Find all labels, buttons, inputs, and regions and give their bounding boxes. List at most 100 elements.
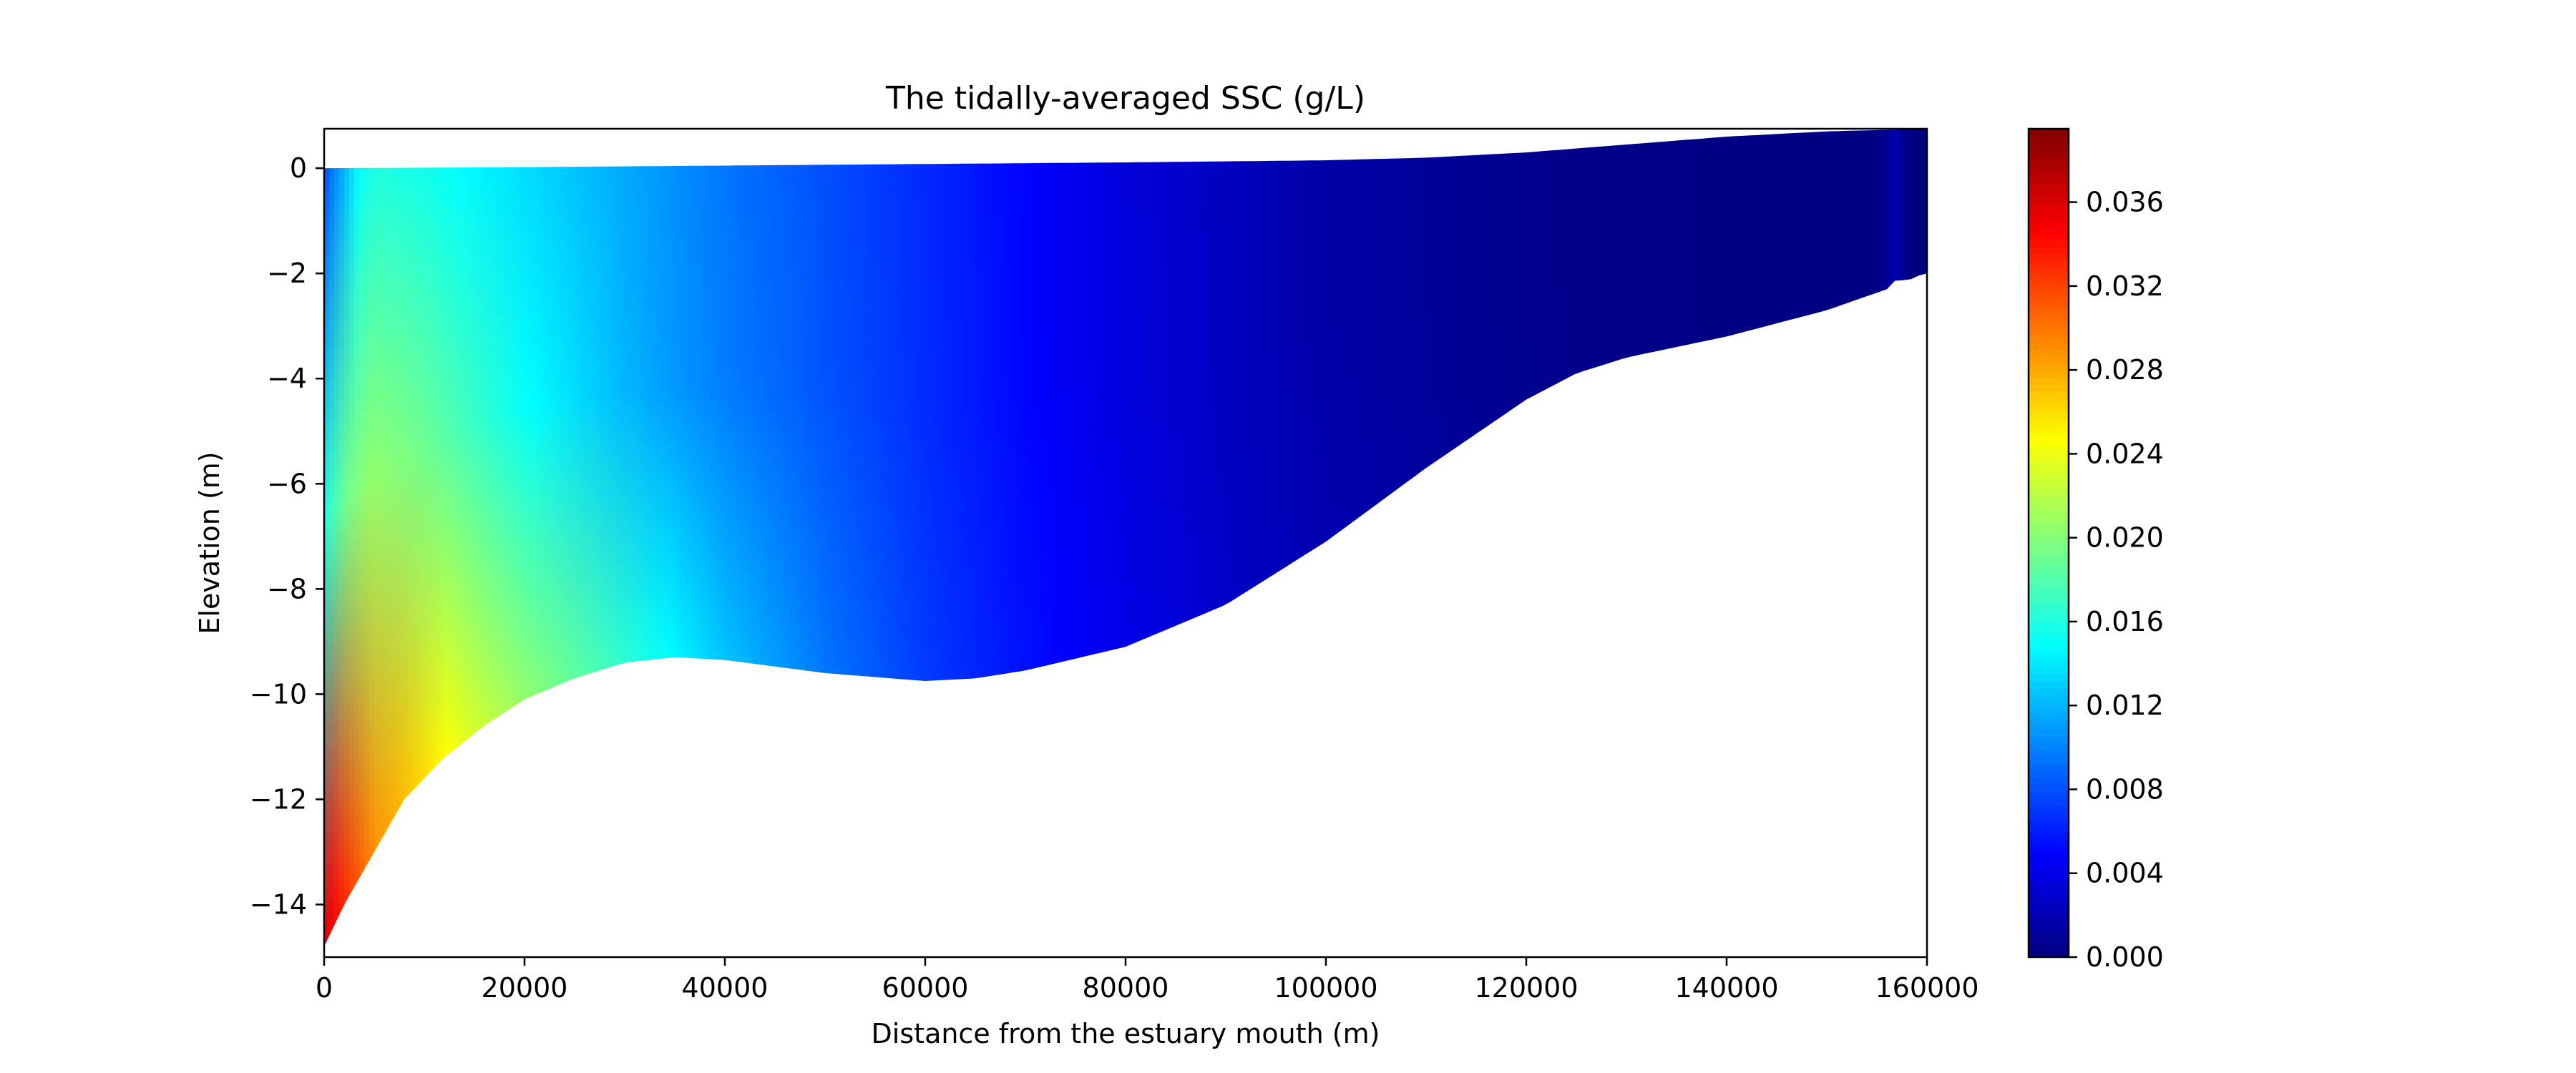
- colorbar-band: [2029, 356, 2069, 364]
- ssc-column: [1010, 129, 1016, 947]
- ssc-column: [424, 129, 430, 947]
- ssc-column: [1737, 129, 1742, 947]
- colorbar-band: [2029, 301, 2069, 309]
- colorbar-band: [2029, 743, 2069, 751]
- ssc-column: [835, 129, 841, 947]
- colorbar-band: [2029, 294, 2069, 302]
- ssc-column: [1546, 129, 1552, 947]
- colorbar-band: [2029, 778, 2069, 785]
- ssc-column: [359, 129, 365, 947]
- ssc-column: [1366, 129, 1372, 947]
- y-tick-label: −6: [267, 468, 307, 499]
- ssc-column: [1441, 129, 1447, 947]
- colorbar-band: [2029, 149, 2069, 157]
- ssc-column: [685, 129, 691, 947]
- x-tick-label: 140000: [1674, 972, 1778, 1004]
- colorbar-band: [2029, 411, 2069, 419]
- ssc-column: [1106, 129, 1111, 947]
- ssc-column: [484, 129, 490, 947]
- ssc-column: [1436, 129, 1442, 947]
- ssc-column: [1331, 129, 1337, 947]
- ssc-column: [1722, 129, 1727, 947]
- ssc-column: [1070, 129, 1076, 947]
- y-tick-label: −14: [250, 888, 307, 920]
- ssc-column: [870, 129, 876, 947]
- colorbar-band: [2029, 425, 2069, 433]
- colorbar-band: [2029, 881, 2069, 889]
- ssc-column: [1887, 129, 1893, 947]
- colorbar-band: [2029, 750, 2069, 758]
- ssc-column: [494, 129, 500, 947]
- colorbar-band: [2029, 591, 2069, 599]
- ssc-column: [1752, 129, 1757, 947]
- ssc-column: [469, 129, 475, 947]
- ssc-column: [1712, 129, 1717, 947]
- colorbar-band: [2029, 232, 2069, 240]
- colorbar-band: [2029, 943, 2069, 951]
- ssc-column: [705, 129, 711, 947]
- colorbar-band: [2029, 825, 2069, 833]
- ssc-column: [1116, 129, 1121, 947]
- colorbar-band: [2029, 308, 2069, 316]
- ssc-column: [1146, 129, 1151, 947]
- colorbar-band: [2029, 253, 2069, 260]
- ssc-column: [1371, 129, 1377, 947]
- ssc-column: [1050, 129, 1056, 947]
- ssc-column: [530, 129, 535, 947]
- ssc-column: [1692, 129, 1697, 947]
- ssc-column: [715, 129, 721, 947]
- ssc-column: [389, 129, 395, 947]
- ssc-column: [1241, 129, 1246, 947]
- ssc-column: [1521, 129, 1527, 947]
- ssc-column: [615, 129, 620, 947]
- colorbar-band: [2029, 129, 2069, 137]
- ssc-column: [810, 129, 816, 947]
- ssc-column: [1732, 129, 1737, 947]
- ssc-column: [1762, 129, 1767, 947]
- ssc-column: [1897, 129, 1903, 947]
- ssc-column: [800, 129, 806, 947]
- colorbar-band: [2029, 901, 2069, 910]
- x-tick-label: 60000: [882, 972, 969, 1004]
- ssc-column: [1256, 129, 1262, 947]
- ssc-column: [1391, 129, 1397, 947]
- y-tick-label: −12: [250, 783, 307, 815]
- colorbar-band: [2029, 543, 2069, 551]
- ssc-column: [925, 129, 931, 947]
- ssc-column: [1516, 129, 1522, 947]
- ssc-column: [1797, 129, 1802, 947]
- ssc-column: [1862, 129, 1868, 947]
- ssc-column: [1551, 129, 1557, 947]
- ssc-column: [1096, 129, 1101, 947]
- ssc-column: [630, 129, 635, 947]
- ssc-column: [1852, 129, 1858, 947]
- ssc-column: [1020, 129, 1026, 947]
- ssc-column: [1176, 129, 1181, 947]
- ssc-column: [1727, 129, 1732, 947]
- ssc-column: [580, 129, 585, 947]
- ssc-column: [625, 129, 630, 947]
- ssc-column: [1496, 129, 1502, 947]
- ssc-column: [449, 129, 455, 947]
- ssc-column: [414, 129, 420, 947]
- colorbar-tick-label: 0.004: [2086, 858, 2164, 889]
- ssc-column: [885, 129, 891, 947]
- ssc-column: [1812, 129, 1818, 947]
- y-tick-label: −2: [267, 258, 307, 289]
- ssc-column: [970, 129, 976, 947]
- ssc-column: [1156, 129, 1161, 947]
- colorbar-band: [2029, 584, 2069, 592]
- ssc-column: [875, 129, 881, 947]
- ssc-column: [840, 129, 846, 947]
- ssc-column: [349, 129, 355, 947]
- ssc-column: [750, 129, 756, 947]
- ssc-column: [1742, 129, 1747, 947]
- ssc-column: [795, 129, 801, 947]
- ssc-column: [459, 129, 465, 947]
- ssc-column: [1266, 129, 1272, 947]
- colorbar-band: [2029, 466, 2069, 475]
- x-tick-label: 80000: [1083, 972, 1169, 1004]
- colorbar-band: [2029, 681, 2069, 689]
- ssc-column: [364, 129, 370, 947]
- ssc-column: [1286, 129, 1292, 947]
